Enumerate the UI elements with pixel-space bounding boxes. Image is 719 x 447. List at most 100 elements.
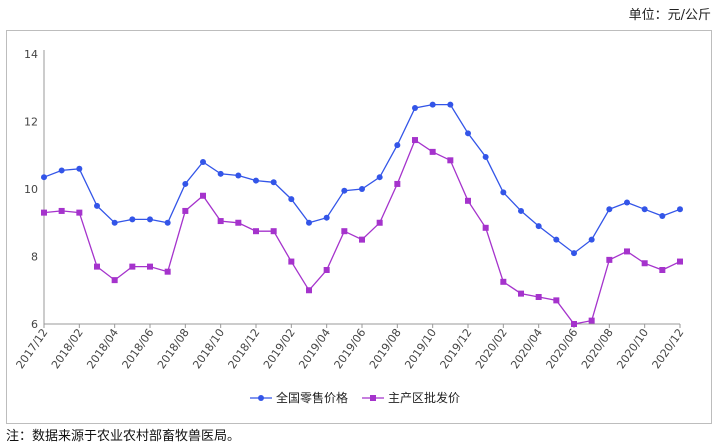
legend-marker	[258, 395, 264, 401]
retail-point	[111, 219, 118, 226]
retail-point	[447, 101, 454, 108]
legend-label: 全国零售价格	[276, 390, 348, 405]
wholesale-point	[412, 137, 418, 144]
wholesale-point	[111, 277, 118, 284]
retail-point	[306, 219, 312, 226]
x-tick-label: 2020/10	[614, 326, 651, 371]
wholesale-point	[288, 258, 295, 265]
retail-point	[58, 167, 65, 174]
wholesale-point	[606, 256, 613, 263]
retail-point	[94, 202, 100, 209]
retail-point	[535, 223, 542, 230]
x-tick-label: 2020/12	[650, 326, 687, 371]
legend: 全国零售价格 主产区批发价	[250, 390, 460, 405]
retail-point	[500, 189, 507, 196]
x-tick-label: 2019/06	[332, 326, 369, 371]
retail-point	[217, 170, 224, 177]
wholesale-point	[553, 297, 560, 304]
retail-point	[129, 216, 136, 223]
legend-label: 主产区批发价	[388, 390, 460, 405]
x-tick-label: 2020/08	[579, 326, 616, 371]
wholesale-point	[253, 228, 259, 235]
x-tick-label: 2018/06	[120, 326, 157, 371]
wholesale-point	[641, 260, 648, 267]
wholesale-point	[659, 267, 666, 273]
wholesale-point	[270, 228, 277, 235]
wholesale-point	[624, 248, 630, 255]
retail-point	[253, 177, 259, 184]
retail-point	[288, 196, 295, 203]
wholesale-point	[429, 148, 436, 155]
axes: 681012142017/122018/022018/042018/062018…	[14, 48, 687, 371]
retail-point	[412, 105, 418, 111]
x-tick-label: 2018/08	[155, 326, 192, 371]
retail-point	[164, 219, 171, 226]
retail-point	[677, 206, 683, 213]
wholesale-point	[500, 278, 507, 285]
x-tick-label: 2019/02	[261, 326, 298, 371]
retail-point	[606, 206, 613, 213]
x-tick-label: 2019/12	[438, 326, 475, 371]
wholesale-point	[341, 228, 348, 235]
y-tick-label: 12	[24, 116, 38, 129]
retail-point	[147, 216, 153, 223]
retail-point	[270, 179, 277, 186]
retail-point	[76, 165, 83, 172]
retail-point	[323, 214, 330, 221]
wholesale-point	[164, 268, 171, 275]
wholesale-point	[129, 263, 136, 270]
series-lines	[43, 103, 681, 325]
retail-point	[429, 101, 436, 108]
wholesale-point	[306, 287, 312, 294]
y-tick-label: 10	[24, 183, 38, 196]
series-line-2	[43, 139, 681, 325]
retail-point	[359, 186, 365, 192]
x-tick-label: 2020/02	[473, 326, 510, 371]
unit-label: 单位：元/公斤	[628, 8, 711, 23]
retail-point	[394, 142, 401, 149]
wholesale-point	[235, 219, 242, 226]
x-tick-label: 2020/04	[508, 326, 545, 371]
x-tick-label: 2018/04	[84, 326, 121, 371]
wholesale-point	[518, 290, 524, 297]
y-tick-label: 14	[24, 48, 38, 61]
wholesale-point	[394, 180, 401, 187]
x-tick-label: 2019/10	[402, 326, 439, 371]
retail-point	[571, 250, 577, 257]
chart-frame	[6, 30, 712, 424]
x-tick-label: 2018/02	[49, 326, 86, 371]
x-tick-label: 2018/12	[226, 326, 263, 371]
x-tick-label: 2017/12	[14, 326, 51, 371]
x-tick-label: 2019/08	[367, 326, 404, 371]
retail-point	[659, 213, 666, 219]
x-tick-label: 2018/10	[190, 326, 227, 371]
retail-point	[41, 174, 47, 181]
wholesale-point	[376, 219, 383, 226]
wholesale-point	[571, 321, 577, 327]
y-tick-label: 8	[31, 251, 38, 264]
wholesale-point	[447, 157, 454, 164]
wholesale-point	[58, 207, 65, 214]
wholesale-point	[535, 294, 542, 300]
series-markers	[41, 101, 683, 327]
retail-point	[200, 159, 206, 165]
wholesale-point	[41, 209, 47, 216]
wholesale-point	[359, 236, 365, 243]
wholesale-point	[217, 218, 224, 225]
source-note: 注：数据来源于农业农村部畜牧兽医局。	[6, 429, 241, 444]
wholesale-point	[465, 197, 471, 204]
retail-point	[182, 180, 189, 187]
legend-marker	[370, 395, 376, 401]
x-tick-label: 2019/04	[296, 326, 333, 371]
retail-point	[641, 206, 648, 213]
retail-point	[482, 153, 489, 160]
x-tick-label: 2020/06	[544, 326, 581, 371]
wholesale-point	[588, 317, 595, 324]
series-line-1	[43, 103, 681, 254]
retail-point	[341, 187, 348, 194]
wholesale-point	[76, 209, 83, 216]
wholesale-point	[94, 263, 100, 270]
wholesale-point	[482, 224, 489, 231]
wholesale-point	[147, 263, 153, 270]
